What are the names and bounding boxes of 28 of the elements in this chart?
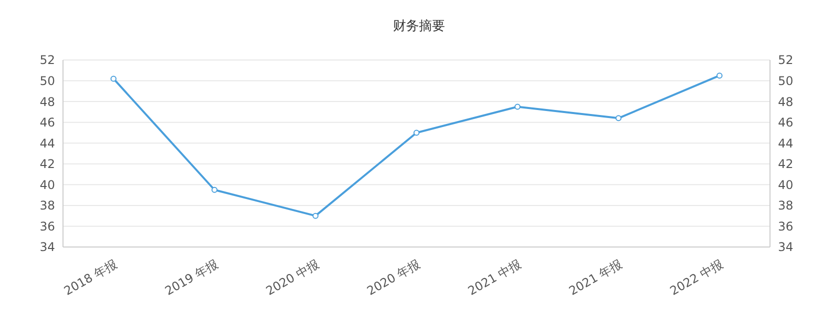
y-tick-label: 36 [40,219,55,234]
y2-tick-label: 42 [778,157,794,172]
y-tick-label: 46 [40,116,55,130]
y2-tick-label: 44 [778,136,794,150]
y2-tick-label: 46 [778,116,794,130]
y-tick-label: 50 [40,74,55,88]
y-tick-label: 42 [40,157,55,172]
y-tick-label: 52 [40,53,55,68]
point [514,104,520,110]
y2-tick-label: 36 [778,219,794,234]
y-tick-label: 44 [40,136,55,150]
point [312,212,318,219]
y2-tick-label: 50 [778,74,794,88]
y-tick-label: 38 [40,198,55,213]
point [110,76,116,82]
point [212,186,218,193]
point [414,130,420,136]
y2-tick-label: 52 [778,53,794,68]
y2-tick-label: 48 [778,94,794,109]
y2-tick-label: 38 [778,198,794,213]
y2-tick-label: 34 [778,240,794,254]
point [616,115,622,122]
y-tick-label: 48 [40,94,55,109]
chart-title: 财务摘要 [393,19,445,34]
y-tick-label: 34 [40,240,55,254]
point [716,72,722,79]
y2-tick-label: 40 [778,178,794,192]
y-tick-label: 40 [40,178,55,192]
